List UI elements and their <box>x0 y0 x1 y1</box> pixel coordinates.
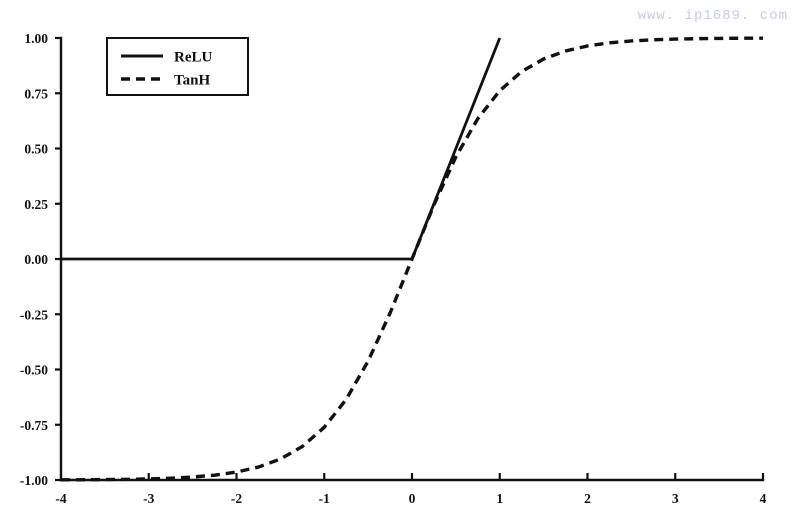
chart-legend: ReLU TanH <box>106 37 249 96</box>
y-axis-ticks: 1.00 0.75 0.50 0.25 0.00 -0.25 -0.50 -0.75 -1.00 <box>20 31 61 488</box>
y-tick-label: 0.25 <box>24 197 48 212</box>
x-tick-label: 3 <box>672 491 679 506</box>
legend-label-relu: ReLU <box>174 50 212 66</box>
y-tick-label: 0.50 <box>24 142 48 157</box>
y-tick-label: -0.25 <box>20 307 48 322</box>
y-tick-label: 0.75 <box>24 86 48 101</box>
x-tick-label: 2 <box>584 491 591 506</box>
x-tick-label: 4 <box>760 491 767 506</box>
x-tick-label: 1 <box>496 491 503 506</box>
y-tick-label: -1.00 <box>20 473 48 488</box>
watermark-text: www. ip1689. com <box>637 8 788 24</box>
x-tick-label: 0 <box>409 491 416 506</box>
y-tick-label: -0.75 <box>20 418 48 433</box>
x-tick-label: -2 <box>231 491 242 506</box>
legend-box <box>106 37 249 96</box>
y-tick-label: -0.50 <box>20 363 48 378</box>
data-series <box>60 36 764 482</box>
x-tick-label: -3 <box>143 491 154 506</box>
y-tick-label: 1.00 <box>24 31 48 46</box>
y-tick-label: 0.00 <box>24 252 48 267</box>
series-line-tanh <box>60 36 764 482</box>
x-axis-ticks: -4 -3 -2 -1 0 1 2 3 4 <box>55 473 767 506</box>
x-tick-label: -4 <box>55 491 66 506</box>
x-tick-label: -1 <box>319 491 330 506</box>
legend-label-tanh: TanH <box>174 73 210 89</box>
series-line-relu <box>61 37 502 261</box>
